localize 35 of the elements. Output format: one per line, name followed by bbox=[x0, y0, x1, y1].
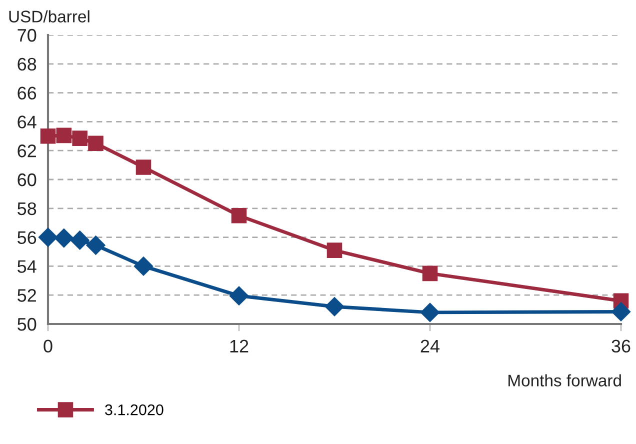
point bbox=[422, 266, 438, 282]
x-tick-label: 36 bbox=[612, 340, 630, 353]
point bbox=[40, 128, 56, 144]
point bbox=[54, 228, 74, 248]
point bbox=[420, 302, 440, 322]
point bbox=[229, 286, 249, 306]
y-tick-label: 56 bbox=[18, 231, 36, 244]
y-tick-label: 62 bbox=[18, 144, 36, 158]
point bbox=[326, 242, 342, 258]
y-tick-label: 58 bbox=[18, 202, 36, 216]
y-tick-label: 52 bbox=[18, 289, 36, 302]
point bbox=[70, 230, 90, 250]
y-tick-label: 54 bbox=[18, 260, 36, 273]
point bbox=[231, 208, 247, 224]
point bbox=[88, 136, 104, 152]
point bbox=[324, 297, 344, 316]
y-tick-label: 70 bbox=[18, 28, 36, 42]
point bbox=[86, 236, 106, 255]
x-tick-label: 24 bbox=[420, 340, 440, 352]
point bbox=[134, 256, 154, 276]
y-tick-label: 50 bbox=[18, 318, 36, 331]
point bbox=[136, 160, 152, 175]
y-tick-label: 66 bbox=[18, 86, 36, 100]
x-axis-title: Months forward bbox=[508, 374, 621, 386]
point bbox=[72, 130, 88, 146]
y-tick-label: 60 bbox=[18, 173, 36, 186]
point bbox=[38, 228, 58, 247]
x-tick-label: 12 bbox=[230, 340, 248, 352]
x-tick-label: 0 bbox=[44, 340, 52, 353]
y-tick-label: 64 bbox=[18, 116, 36, 128]
point bbox=[611, 302, 631, 322]
y-tick-label: 68 bbox=[18, 58, 36, 71]
legend-label: 3.1.2020 bbox=[105, 404, 164, 416]
y-axis-title: USD/barrel bbox=[9, 10, 90, 22]
point bbox=[56, 128, 72, 144]
